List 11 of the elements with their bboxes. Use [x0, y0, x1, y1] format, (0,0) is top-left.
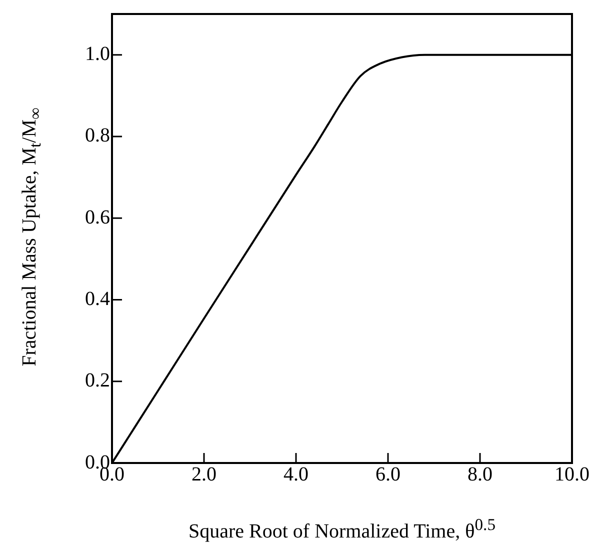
y-tick-label: 0.2 — [85, 370, 110, 392]
y-tick-label: 0.4 — [85, 288, 110, 310]
y-tick-label: 0.6 — [85, 206, 110, 228]
x-tick-label: 8.0 — [468, 463, 492, 486]
x-axis-title: Square Root of Normalized Time, θ$^{0.5}$ — [188, 515, 496, 544]
x-tick-label: 2.0 — [192, 463, 216, 486]
y-tick-label: 1.0 — [85, 43, 110, 66]
x-tick-label: 4.0 — [284, 463, 308, 486]
x-tick-label: 10.0 — [554, 463, 590, 486]
y-tick-label: 0.8 — [85, 124, 110, 147]
x-tick-label: 6.0 — [376, 463, 400, 486]
